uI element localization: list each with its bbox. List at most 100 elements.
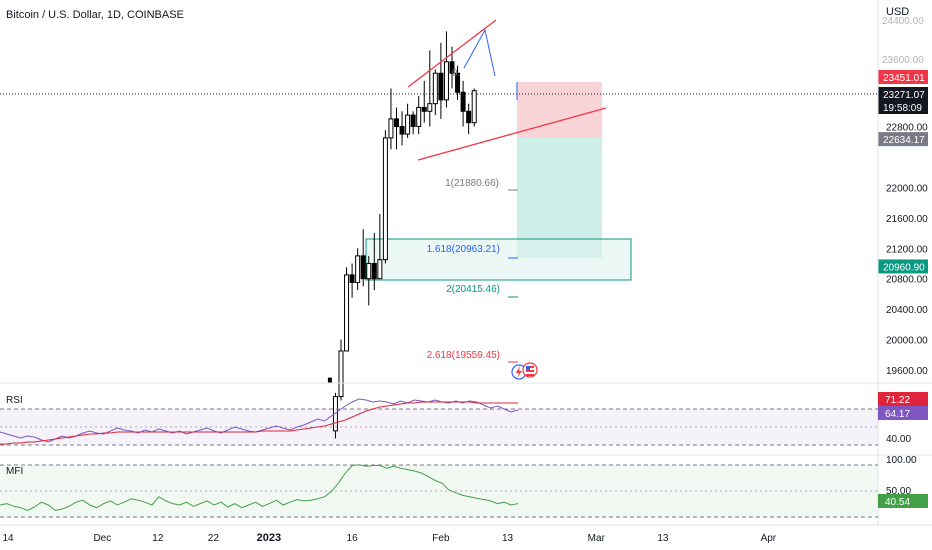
currency-label: USD (886, 6, 909, 18)
candle (338, 339, 344, 401)
candle-body (349, 274, 355, 283)
indicator-value-box (878, 392, 928, 406)
candle-body (443, 61, 449, 101)
fib-label-1618: 1.618(20963.21) (427, 244, 500, 255)
candle-body (366, 262, 372, 280)
candle-body (371, 262, 377, 280)
date-tick-label: 16 (347, 533, 359, 544)
candle (443, 31, 449, 108)
candle (399, 111, 405, 146)
candle (327, 377, 332, 383)
rsi-series (0, 398, 519, 445)
price-label-text: 23271.07 (883, 90, 925, 101)
flag-stripe (526, 370, 534, 372)
candle-body (338, 350, 344, 398)
price-label: 23271.07 (878, 87, 928, 101)
fib-label-1: 1(21880.66) (445, 178, 499, 189)
price-label: 19:58:09 (878, 100, 928, 114)
candle-body (399, 126, 405, 135)
candle (432, 69, 438, 116)
candle (360, 229, 366, 287)
mfi-title[interactable]: MFI (6, 466, 23, 477)
date-tick-label: 12 (152, 533, 164, 544)
price-axis[interactable]: 22800.00 22000.00 21600.00 21200.00 20800.00… (886, 123, 928, 378)
price-labels: 23451.01 23271.07 19:58:09 22634.17 20960.90 (878, 70, 928, 274)
price-tick-label: 22000.00 (886, 183, 928, 194)
candle-body (405, 114, 411, 135)
candle (388, 88, 394, 150)
price-label-text: 23451.01 (883, 73, 925, 84)
candle-body (427, 103, 433, 112)
date-tick-label: 22 (208, 533, 220, 544)
price-label-box (878, 100, 928, 114)
fib-label-2618: 2.618(19559.45) (427, 350, 500, 361)
rsi-title[interactable]: RSI (6, 395, 23, 406)
fib-extension-path (463, 28, 496, 77)
candle (410, 111, 416, 135)
lightning-bolt-icon (516, 366, 522, 378)
candle (421, 80, 427, 123)
indicator-value-text: 71.22 (885, 395, 910, 406)
economic-event-icons[interactable] (511, 362, 538, 380)
time-axis[interactable]: 14 Dec 12 22 2023 16 Feb 13 Mar 13 Apr (2, 532, 776, 544)
mfi-tick-100: 100.00 (886, 455, 917, 466)
fib-label-2: 2(20415.46) (446, 284, 500, 295)
price-label-box (878, 87, 928, 101)
date-tick-label: 13 (657, 533, 669, 544)
wedge-lower-line (417, 107, 607, 161)
symbol-title[interactable]: Bitcoin / U.S. Dollar, 1D, COINBASE (6, 9, 184, 21)
price-tick-label: 20000.00 (886, 336, 928, 347)
candle (471, 88, 477, 127)
rsi-tick-40: 40.00 (886, 434, 911, 445)
indicator-line-1 (0, 401, 518, 445)
price-tick-label: 20400.00 (886, 305, 928, 316)
candle-body (466, 110, 472, 124)
price-tick-label: 20800.00 (886, 275, 928, 286)
date-tick-label: 14 (2, 533, 14, 544)
candle-body (382, 137, 388, 261)
candle (416, 96, 422, 135)
candle (427, 50, 433, 127)
mfi-series (0, 464, 519, 511)
short-position-profit-zone (517, 138, 602, 258)
demand-zone-rectangle (365, 238, 632, 281)
top-price-tick: 23600.00 (882, 55, 924, 66)
candle-body (327, 377, 332, 383)
candle-body (455, 72, 461, 93)
candle-body (388, 118, 394, 139)
price-tick-label: 22800.00 (886, 123, 928, 134)
price-label-text: 20960.90 (883, 262, 925, 273)
candle-body (432, 72, 438, 105)
candle (371, 233, 377, 291)
candlestick-series (327, 31, 477, 439)
candle-body (344, 274, 350, 352)
candle (355, 248, 361, 291)
candle (344, 267, 350, 352)
indicator-value-text: 64.17 (885, 409, 910, 420)
candle (405, 103, 411, 138)
indicator-line-0 (0, 464, 519, 511)
candle (455, 65, 461, 100)
fib-partial-label: 0. (452, 68, 460, 79)
candle-body (377, 259, 383, 280)
candle (366, 255, 372, 306)
indicator-value-box (878, 494, 928, 508)
candle (349, 263, 355, 298)
price-tick-label: 21600.00 (886, 214, 928, 225)
wedge-upper-line (407, 19, 497, 88)
price-label: 22634.17 (878, 132, 928, 147)
date-tick-label: Feb (432, 533, 450, 544)
mfi-tick-50-partial: 50.00 (886, 486, 911, 497)
indicator-value-box (878, 406, 928, 420)
price-label-text: 22634.17 (883, 135, 925, 146)
candle-body (471, 90, 477, 124)
clipped-top-tick: 24400.00 (882, 16, 924, 27)
candle-body (360, 255, 366, 280)
candle-body (355, 255, 361, 283)
candle-body (416, 106, 422, 127)
price-label-box (878, 259, 928, 274)
candle (382, 130, 388, 264)
price-tick-label: 21200.00 (886, 244, 928, 255)
indicator-value-text: 40.54 (885, 497, 910, 508)
